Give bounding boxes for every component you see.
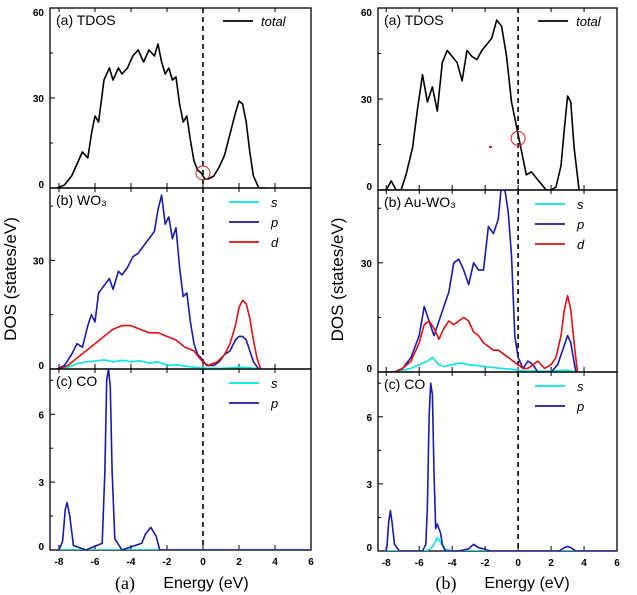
y-tick-label: 3: [366, 480, 372, 491]
series-d-line: [385, 294, 579, 372]
series-s-line: [58, 359, 267, 369]
series-p-line: [385, 382, 617, 551]
x-tick-label: 6: [614, 558, 620, 569]
panel-3: 0 3 6 (c) CO sp: [38, 368, 312, 553]
x-tick-label: 2: [236, 557, 242, 568]
legend-d-label: d: [271, 235, 279, 250]
panel-title: (a) TDOS: [384, 12, 444, 28]
series-s-line: [385, 536, 617, 551]
x-tick-label: -2: [481, 558, 490, 569]
y-tick-label: 0: [38, 180, 44, 191]
legend-total-label: total: [576, 14, 602, 29]
panel-1: 0 30 60 (a) TDOS total: [33, 7, 312, 191]
y-tick-label: 30: [361, 259, 373, 270]
y-tick-label: 30: [361, 95, 373, 106]
panel-title: (c) CO: [56, 373, 97, 389]
series-s-line: [385, 356, 577, 372]
y-tick-label: 0: [366, 182, 372, 193]
x-tick-label: -8: [55, 557, 64, 568]
x-tick-label: 2: [548, 558, 554, 569]
legend-p-label: p: [576, 399, 584, 414]
legend-s-label: s: [577, 197, 584, 212]
y-tick-label: 6: [366, 413, 372, 424]
panel-2: 0 30 (b) WO₃ spd: [33, 187, 312, 372]
legend-p-label: p: [270, 396, 278, 411]
y-tick-label: 3: [38, 478, 44, 489]
panel-1: 0 30 60 (a) TDOS total: [361, 7, 618, 193]
y-tick-label: 60: [361, 8, 373, 19]
fermi-marker-circle: [510, 130, 526, 146]
x-tick-label: 0: [200, 557, 206, 568]
panel-title: (b) Au-WO₃: [384, 194, 456, 210]
legend-s-label: s: [271, 376, 278, 391]
panel-frame: [377, 7, 618, 191]
figure-caption: (b): [436, 573, 457, 594]
series-total-line: [56, 43, 267, 188]
legend-total-label: total: [261, 14, 287, 29]
legend-p-label: p: [270, 215, 278, 230]
y-tick-label: 6: [38, 410, 44, 421]
x-axis-label: Energy (eV): [484, 575, 569, 592]
y-tick-label: 0: [366, 543, 372, 554]
legend-s-label: s: [271, 195, 278, 210]
x-tick-label: 4: [272, 557, 278, 568]
y-tick-label: 30: [33, 256, 45, 267]
x-tick-label: 4: [581, 558, 587, 569]
figure-caption: (a): [115, 573, 135, 594]
y-axis-label: DOS (states/eV): [328, 218, 347, 342]
series-p-line: [56, 194, 260, 369]
series-p-line: [58, 369, 311, 550]
panel-frame: [49, 7, 312, 189]
x-tick-label: -6: [91, 557, 100, 568]
x-tick-label: 0: [515, 558, 521, 569]
x-tick-label: 6: [308, 557, 314, 568]
x-tick-label: -4: [448, 558, 457, 569]
x-tick-label: -2: [163, 557, 172, 568]
legend-d-label: d: [577, 237, 585, 252]
series-total-line: [380, 19, 580, 190]
x-tick-label: -6: [415, 558, 424, 569]
y-tick-label: 0: [366, 364, 372, 375]
legend-p-label: p: [576, 217, 584, 232]
panel-title: (b) WO₃: [56, 192, 107, 208]
panel-title: (a) TDOS: [56, 12, 116, 28]
series-p-line: [385, 190, 577, 372]
panel-title: (c) CO: [384, 376, 425, 392]
x-tick-label: -4: [127, 557, 136, 568]
y-axis-label: DOS (states/eV): [1, 217, 20, 341]
series-d-line: [58, 299, 262, 369]
y-tick-label: 0: [38, 361, 44, 372]
y-tick-label: 60: [33, 8, 45, 19]
panel-2: 0 30 (b) Au-WO₃ spd: [361, 189, 618, 375]
y-tick-label: 30: [33, 94, 45, 105]
fermi-marker-circle: [195, 165, 211, 181]
red-speck: [489, 146, 492, 148]
x-axis-label: Energy (eV): [163, 575, 248, 592]
y-tick-label: 0: [38, 542, 44, 553]
panel-3: 0 3 6 (c) CO sp: [366, 371, 618, 554]
legend-s-label: s: [577, 379, 584, 394]
x-tick-label: -8: [382, 558, 391, 569]
